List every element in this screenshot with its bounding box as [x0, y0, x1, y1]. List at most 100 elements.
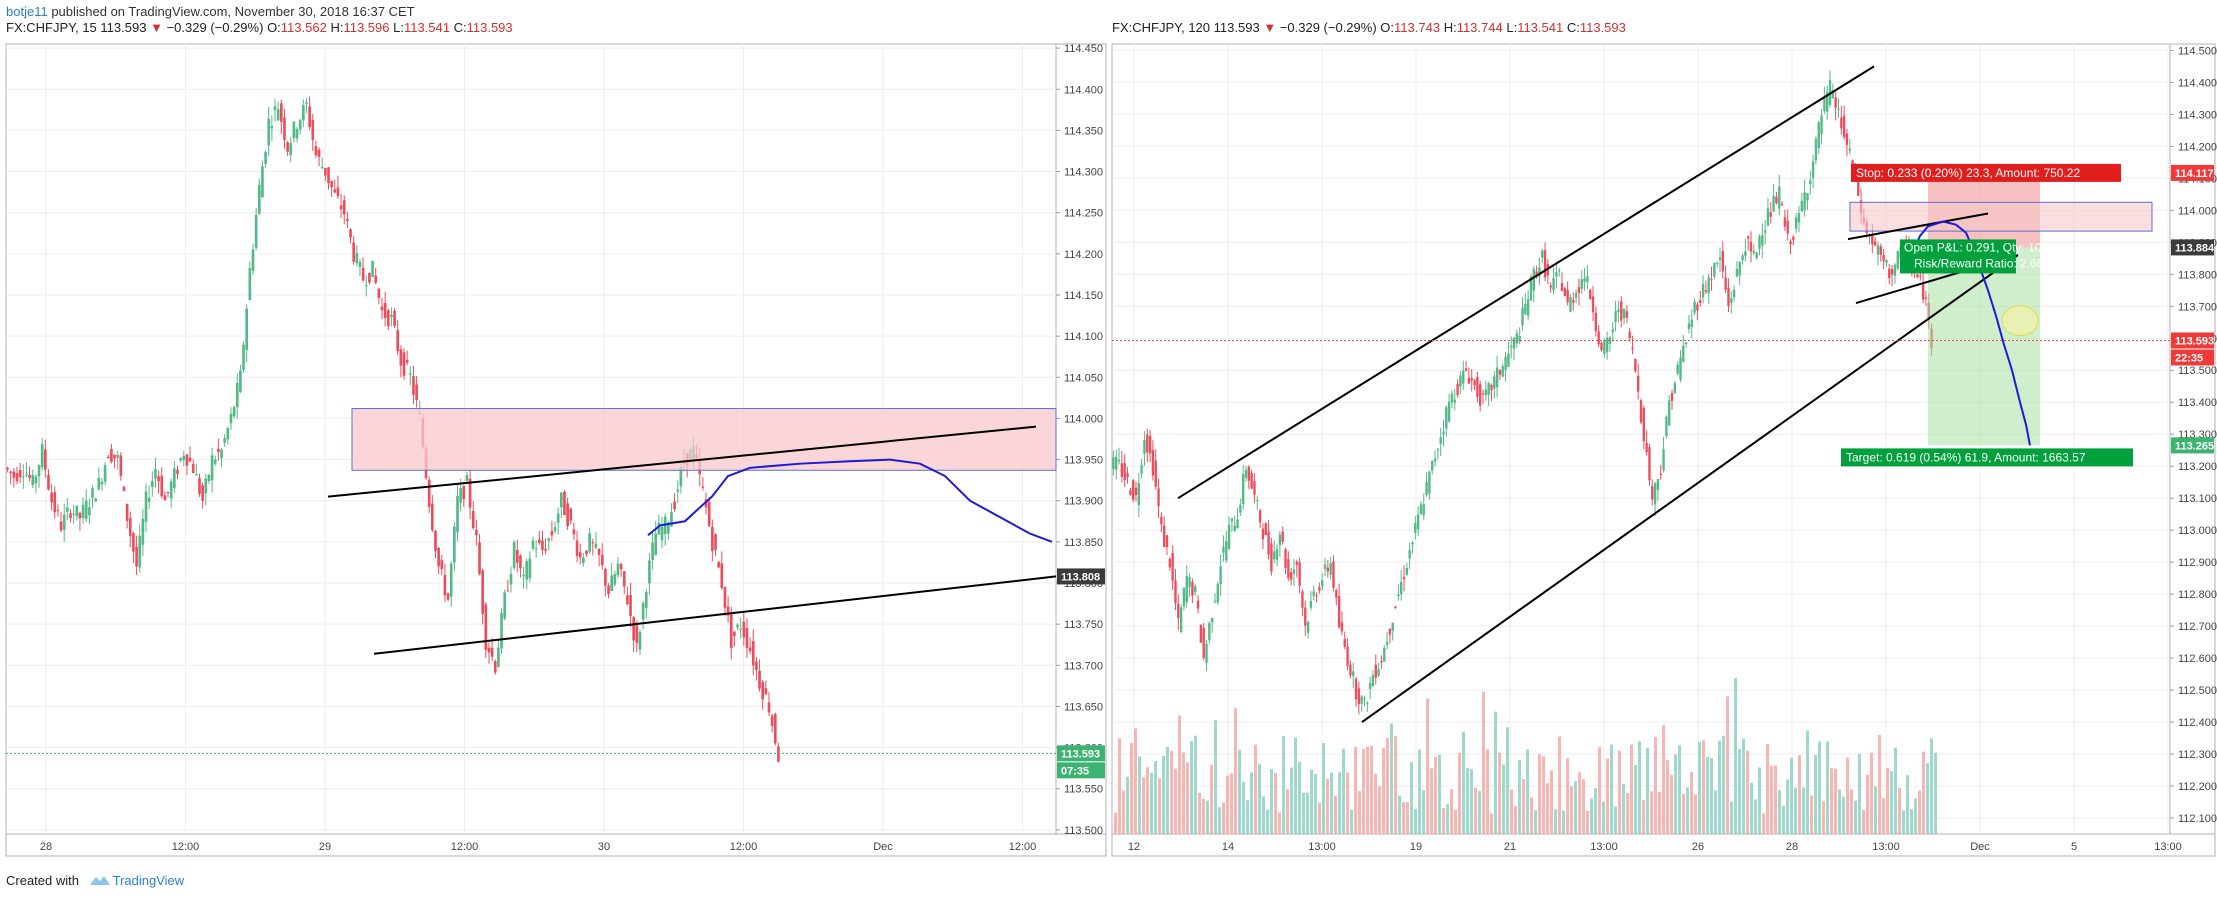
candle-body	[711, 526, 714, 552]
candle-body	[528, 558, 532, 579]
candle-body	[330, 180, 333, 188]
candle-body	[1332, 561, 1335, 588]
candle-body	[1213, 600, 1217, 602]
candle-body	[1541, 250, 1544, 258]
volume-bar	[1230, 773, 1233, 834]
volume-bar	[1166, 747, 1169, 834]
candle-body	[1416, 514, 1420, 530]
candle-body	[226, 428, 230, 440]
candle-body	[147, 497, 151, 502]
candle-body	[1129, 490, 1132, 495]
candle-body	[522, 574, 525, 577]
candle-body	[59, 521, 63, 531]
candle-body	[1377, 668, 1380, 676]
volume-bar	[1382, 748, 1385, 834]
volume-bar	[1122, 790, 1125, 834]
candle-body	[1713, 263, 1716, 277]
price-label: 113.808	[1061, 571, 1100, 583]
left-open: 113.562	[280, 20, 327, 35]
volume-bar	[1442, 808, 1445, 834]
volume-bar	[1210, 764, 1213, 834]
volume-bar	[1134, 728, 1137, 834]
volume-bar	[1518, 760, 1521, 834]
candle-body	[1210, 618, 1214, 623]
volume-bar	[1482, 691, 1485, 834]
volume-bar	[1174, 768, 1177, 834]
y-tick-label: 113.900	[1064, 496, 1103, 508]
candle-body	[390, 314, 393, 317]
volume-bar	[1238, 749, 1241, 834]
candle-body	[1735, 268, 1739, 277]
right-chart[interactable]: 114.500114.400114.300114.200114.100114.0…	[1108, 40, 2217, 864]
volume-bars	[1114, 678, 1937, 834]
volume-bar	[1250, 772, 1253, 834]
author-link[interactable]: botje11	[6, 4, 48, 19]
candle-body	[21, 476, 25, 478]
candle-body	[1617, 309, 1620, 312]
candle-body	[157, 476, 160, 482]
candle-body	[1611, 329, 1614, 333]
tradingview-link[interactable]: TradingView	[112, 873, 185, 888]
candle-body	[257, 184, 261, 214]
candle-body	[597, 548, 601, 556]
volume-bar	[1466, 768, 1469, 834]
candle-body	[91, 488, 94, 498]
down-arrow-icon: ▼	[150, 20, 163, 35]
volume-bar	[1534, 810, 1537, 834]
candle-body	[408, 373, 412, 375]
volume-bar	[1302, 792, 1305, 834]
candle-body	[1800, 200, 1803, 212]
candle-body	[1160, 516, 1163, 525]
price-label-box	[2171, 437, 2214, 454]
candle-body	[125, 503, 129, 521]
left-chart[interactable]: 114.450 114.400 114.350 114.300 114.250 114.2…	[0, 40, 1108, 864]
candle-body	[440, 560, 444, 569]
volume-bar	[1586, 811, 1589, 834]
volume-bar	[1758, 767, 1761, 834]
candle-body	[1352, 671, 1355, 676]
volume-bar	[1306, 792, 1309, 834]
volume-bar	[1182, 752, 1185, 834]
volume-bar	[1642, 799, 1645, 834]
volume-bar	[1126, 776, 1129, 834]
candle-body	[1411, 542, 1414, 545]
candle-body	[201, 485, 204, 501]
candle-body	[515, 549, 519, 563]
candle-body	[1715, 262, 1719, 264]
volume-bar	[1734, 678, 1737, 834]
volume-bar	[1882, 798, 1885, 834]
candle-body	[1888, 268, 1891, 279]
candle-body	[1323, 564, 1327, 569]
candle-body	[1326, 567, 1330, 572]
volume-bar	[1810, 795, 1813, 834]
candle-body	[493, 660, 497, 673]
y-tick-label: 112.400	[2178, 717, 2217, 729]
candle-body	[270, 126, 274, 129]
candle-body	[748, 647, 752, 652]
candle-body	[1270, 543, 1273, 572]
candle-body	[1112, 457, 1115, 469]
candle-body	[1171, 552, 1174, 581]
candle-body	[242, 344, 245, 370]
candle-body	[1292, 569, 1296, 574]
candle-body	[207, 474, 211, 482]
volume-bar	[1770, 765, 1773, 834]
candle-body	[443, 575, 447, 596]
left-c-label: C:	[453, 20, 467, 35]
candle-body	[742, 621, 746, 638]
candle-body	[232, 406, 236, 417]
left-low: 113.541	[403, 20, 450, 35]
volume-bar	[1926, 763, 1929, 834]
candle-body	[767, 702, 771, 713]
rr-label: Risk/Reward Ratio: 2.66	[1914, 256, 2044, 270]
candle-body	[582, 557, 585, 564]
volume-bar	[1802, 787, 1805, 834]
volume-bar	[1798, 755, 1801, 834]
candle-body	[591, 542, 595, 544]
volume-bar	[1674, 754, 1677, 834]
candle-body	[75, 505, 79, 517]
candle-body	[1182, 588, 1186, 607]
volume-bar	[1354, 746, 1357, 834]
candle-body	[777, 746, 780, 762]
candle-body	[585, 550, 588, 555]
